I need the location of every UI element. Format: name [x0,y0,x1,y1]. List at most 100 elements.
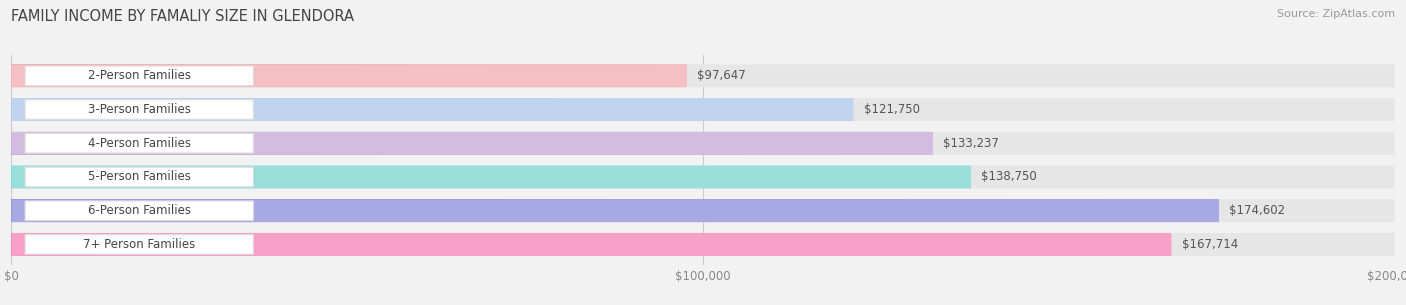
Bar [541,64,544,87]
Bar [1188,199,1195,222]
Bar [904,199,910,222]
Bar [891,233,897,256]
Bar [412,166,416,188]
Bar [839,233,845,256]
Bar [363,199,370,222]
Bar [671,233,676,256]
Bar [170,166,176,188]
Bar [808,132,813,155]
Bar [31,166,35,188]
Bar [530,64,534,87]
Bar [1160,233,1166,256]
Text: 4-Person Families: 4-Person Families [87,137,191,150]
Bar [197,132,201,155]
Bar [89,166,93,188]
Bar [915,199,922,222]
Bar [702,166,706,188]
Bar [845,166,851,188]
Bar [184,166,190,188]
FancyBboxPatch shape [11,233,1395,256]
Bar [176,166,180,188]
Bar [837,199,842,222]
Bar [359,166,363,188]
Bar [506,132,512,155]
Bar [107,64,110,87]
Bar [184,64,188,87]
Bar [373,233,378,256]
Bar [474,132,479,155]
Bar [740,233,745,256]
Bar [15,132,21,155]
Bar [533,199,540,222]
Bar [283,98,287,121]
Bar [34,132,39,155]
Bar [637,199,643,222]
Bar [69,64,72,87]
Bar [522,199,527,222]
Bar [744,166,749,188]
Bar [1164,199,1171,222]
Bar [256,233,262,256]
Bar [94,132,100,155]
Bar [633,64,636,87]
Bar [91,98,96,121]
Bar [519,233,524,256]
Bar [688,233,693,256]
Bar [564,199,569,222]
Bar [209,98,214,121]
Bar [575,199,582,222]
Bar [619,64,623,87]
Text: $174,602: $174,602 [1229,204,1285,217]
Bar [973,233,979,256]
Bar [932,233,938,256]
Bar [748,98,752,121]
Bar [683,132,688,155]
Bar [291,98,295,121]
Bar [815,233,821,256]
Bar [396,233,402,256]
Bar [278,98,283,121]
Bar [329,166,335,188]
Bar [804,233,810,256]
Bar [59,166,65,188]
Bar [262,98,266,121]
Bar [460,166,464,188]
Bar [557,166,561,188]
Bar [30,132,34,155]
Bar [108,98,112,121]
Bar [460,199,467,222]
Bar [233,233,239,256]
Bar [607,98,612,121]
FancyBboxPatch shape [11,132,1395,155]
Bar [117,233,122,256]
Bar [76,64,79,87]
Bar [652,233,658,256]
Bar [425,233,432,256]
Bar [943,233,950,256]
Bar [323,64,328,87]
Bar [42,64,45,87]
Bar [489,64,494,87]
Bar [763,199,770,222]
Bar [188,64,191,87]
Bar [787,166,793,188]
Bar [900,132,905,155]
Bar [325,98,329,121]
Bar [1195,199,1201,222]
Bar [373,166,378,188]
Bar [167,98,172,121]
Bar [391,132,395,155]
Bar [807,166,811,188]
Bar [630,199,637,222]
Bar [683,64,686,87]
Bar [600,199,606,222]
Bar [489,233,495,256]
Bar [645,64,650,87]
Bar [401,98,405,121]
Bar [527,64,530,87]
Bar [658,166,662,188]
Bar [157,64,160,87]
Bar [11,64,14,87]
Bar [214,98,218,121]
Bar [886,233,891,256]
